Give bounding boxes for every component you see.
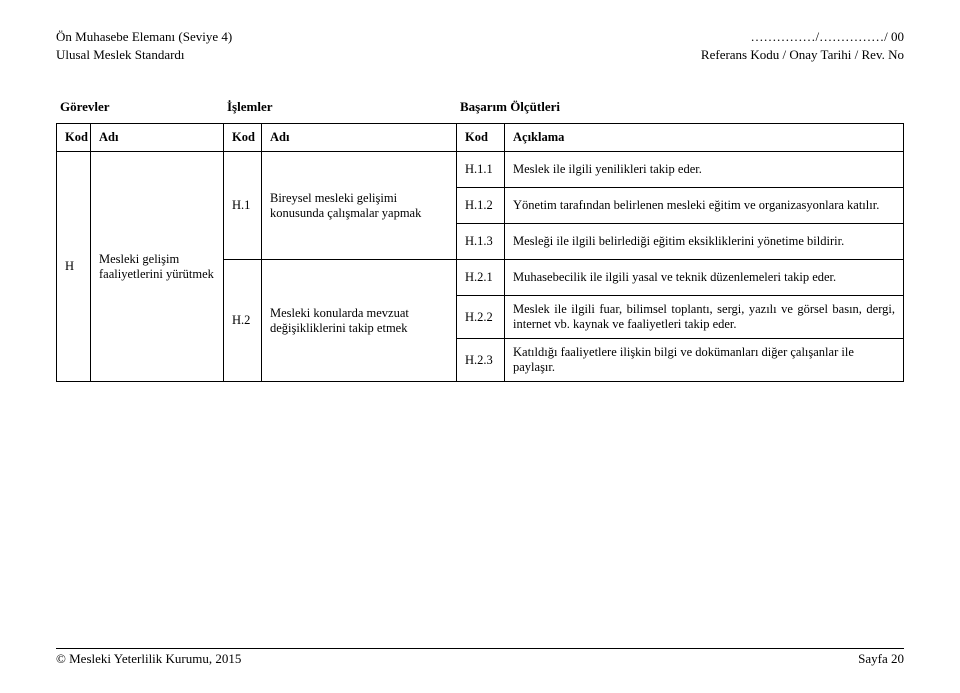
header-right: ……………/……………/ 00 Referans Kodu / Onay Tar… <box>701 28 904 63</box>
cell-olcut-kod: H.1.1 <box>457 152 505 188</box>
cell-gorev-kod: H <box>57 152 91 382</box>
table-row: H Mesleki gelişim faaliyetlerini yürütme… <box>57 152 904 188</box>
th-kod-3: Kod <box>457 124 505 152</box>
cell-islem1-adi: Bireysel mesleki gelişimi konusunda çalı… <box>262 152 457 260</box>
section-header-gorevler: Görevler <box>56 97 223 117</box>
page: Ön Muhasebe Elemanı (Seviye 4) Ulusal Me… <box>0 0 960 693</box>
cell-olcut-kod: H.2.2 <box>457 296 505 339</box>
criteria-table: Kod Adı Kod Adı Kod Açıklama H Mesleki g… <box>56 123 904 382</box>
cell-gorev-adi: Mesleki gelişim faaliyetlerini yürütmek <box>91 152 224 382</box>
section-header-row: Görevler İşlemler Başarım Ölçütleri <box>56 97 904 117</box>
th-kod-1: Kod <box>57 124 91 152</box>
header-left: Ön Muhasebe Elemanı (Seviye 4) Ulusal Me… <box>56 28 232 63</box>
cell-olcut-aciklama: Muhasebecilik ile ilgili yasal ve teknik… <box>505 260 904 296</box>
cell-olcut-kod: H.1.3 <box>457 224 505 260</box>
header-left-line1: Ön Muhasebe Elemanı (Seviye 4) <box>56 29 232 44</box>
th-adi-2: Adı <box>262 124 457 152</box>
th-aciklama: Açıklama <box>505 124 904 152</box>
page-header: Ön Muhasebe Elemanı (Seviye 4) Ulusal Me… <box>56 28 904 63</box>
cell-olcut-aciklama: Mesleği ile ilgili belirlediği eğitim ek… <box>505 224 904 260</box>
cell-olcut-aciklama: Yönetim tarafından belirlenen mesleki eğ… <box>505 188 904 224</box>
th-adi-1: Adı <box>91 124 224 152</box>
footer-right: Sayfa 20 <box>858 651 904 667</box>
cell-olcut-kod: H.2.1 <box>457 260 505 296</box>
cell-olcut-aciklama: Meslek ile ilgili fuar, bilimsel toplant… <box>505 296 904 339</box>
cell-olcut-kod: H.2.3 <box>457 339 505 382</box>
cell-islem2-kod: H.2 <box>224 260 262 382</box>
header-left-line2: Ulusal Meslek Standardı <box>56 47 185 62</box>
footer-left: © Mesleki Yeterlilik Kurumu, 2015 <box>56 651 241 667</box>
section-header-basarim: Başarım Ölçütleri <box>456 97 904 117</box>
page-footer: © Mesleki Yeterlilik Kurumu, 2015 Sayfa … <box>56 648 904 667</box>
cell-olcut-aciklama: Katıldığı faaliyetlere ilişkin bilgi ve … <box>505 339 904 382</box>
section-header-islemler: İşlemler <box>223 97 456 117</box>
cell-olcut-kod: H.1.2 <box>457 188 505 224</box>
header-right-line1: ……………/……………/ 00 <box>751 29 904 44</box>
th-kod-2: Kod <box>224 124 262 152</box>
cell-islem2-adi: Mesleki konularda mevzuat değişiklikleri… <box>262 260 457 382</box>
table-header-row: Kod Adı Kod Adı Kod Açıklama <box>57 124 904 152</box>
header-right-line2: Referans Kodu / Onay Tarihi / Rev. No <box>701 47 904 62</box>
cell-islem1-kod: H.1 <box>224 152 262 260</box>
cell-olcut-aciklama: Meslek ile ilgili yenilikleri takip eder… <box>505 152 904 188</box>
